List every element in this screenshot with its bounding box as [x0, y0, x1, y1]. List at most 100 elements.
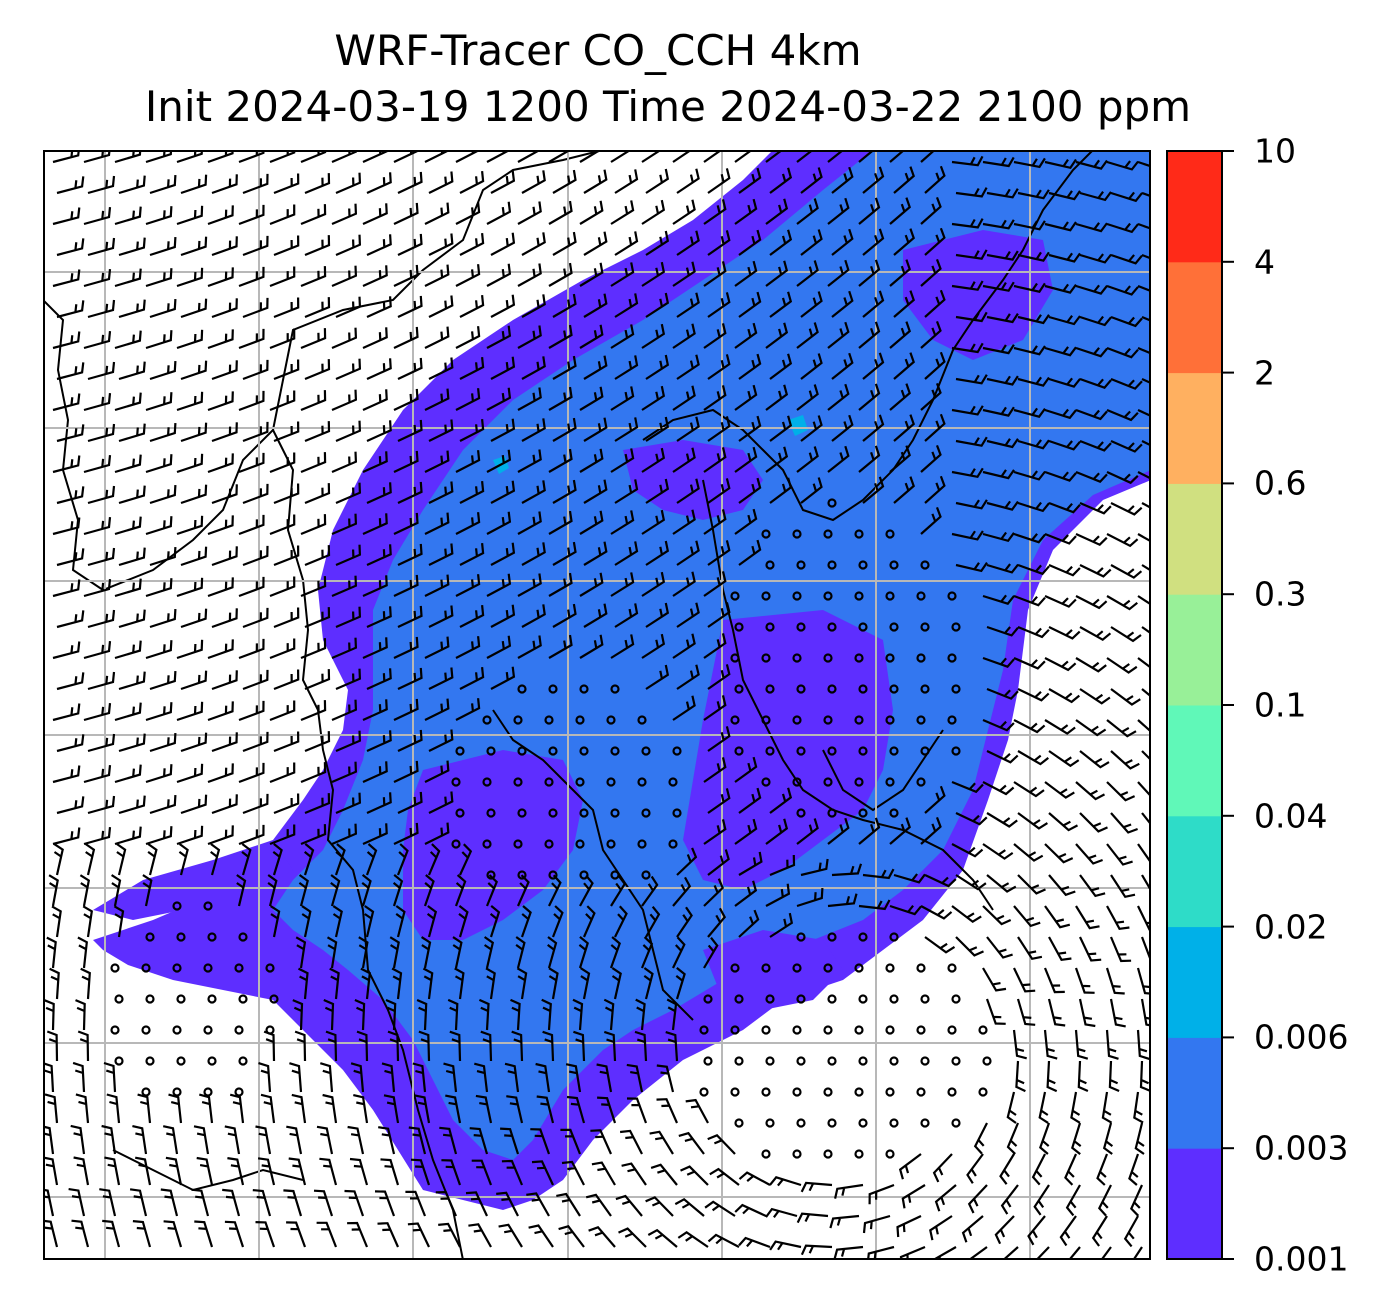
wind-barb: [951, 843, 984, 858]
wind-barb: [1101, 1091, 1113, 1124]
wind-barb: [765, 198, 789, 225]
wind-barb: [1017, 501, 1050, 513]
wind-barb: [298, 874, 309, 907]
wind-barb: [572, 998, 584, 1031]
wind-barb: [1044, 470, 1077, 482]
wind-barb: [1017, 688, 1050, 702]
wind-barb: [389, 936, 400, 969]
wind-barb: [118, 795, 146, 815]
wind-barb: [387, 1030, 400, 1062]
wind-barb: [381, 1062, 396, 1093]
calm-wind-circle: [548, 870, 558, 880]
wind-barb: [56, 672, 85, 691]
calm-wind-circle: [734, 684, 744, 694]
wind-barb: [858, 383, 881, 411]
wind-barb: [1065, 1184, 1081, 1217]
wind-barb: [920, 383, 942, 411]
wind-barb: [1075, 470, 1108, 484]
wind-barb: [707, 1233, 740, 1248]
wind-barb: [610, 386, 635, 411]
calm-wind-circle: [765, 1056, 775, 1066]
wind-barb: [734, 818, 758, 845]
calm-wind-circle: [575, 715, 585, 725]
wind-barb: [578, 936, 589, 969]
calm-wind-circle: [885, 653, 895, 663]
wind-barb: [1013, 656, 1046, 670]
calm-wind-circle: [827, 560, 837, 570]
calm-wind-circle: [792, 963, 802, 973]
wind-barb: [87, 361, 116, 381]
wind-barb: [1128, 1153, 1140, 1186]
wind-barb: [56, 362, 85, 381]
wind-barb: [180, 298, 208, 319]
wind-barb: [458, 843, 473, 876]
wind-barb: [1064, 1153, 1078, 1186]
wind-barb: [552, 355, 577, 380]
wind-barb: [304, 297, 331, 319]
wind-barb: [43, 1062, 55, 1093]
wind-barb: [1077, 1060, 1089, 1093]
wind-barb: [410, 1158, 431, 1186]
wind-barb: [56, 176, 85, 195]
wind-barb: [1044, 532, 1077, 545]
wind-barb: [269, 576, 296, 598]
wind-barb: [676, 354, 700, 380]
calm-wind-circle: [141, 1087, 151, 1097]
wind-barb: [145, 764, 173, 784]
wind-barb: [87, 423, 116, 443]
wind-barb: [552, 417, 577, 442]
wind-barb: [427, 843, 441, 876]
wind-barb: [924, 165, 946, 194]
calm-wind-circle: [637, 715, 647, 725]
wind-barb: [738, 477, 762, 504]
wind-barbs: [43, 150, 1151, 1260]
wind-barb: [83, 764, 112, 784]
wind-barb: [52, 827, 81, 846]
wind-barb: [43, 1156, 59, 1186]
wind-barb: [1137, 471, 1151, 480]
wind-barb: [1075, 159, 1108, 170]
calm-wind-circle: [455, 746, 465, 756]
wind-barb: [56, 238, 85, 257]
wind-barb: [46, 1030, 59, 1062]
wind-barb: [672, 261, 696, 287]
wind-barb: [1137, 160, 1151, 168]
tracer-pocket-1: [683, 610, 893, 890]
wind-barb: [796, 888, 824, 908]
wind-barb: [526, 1192, 550, 1217]
wind-barb: [1096, 1153, 1109, 1186]
colorbar-tick-label: 0.003: [1254, 1128, 1349, 1168]
wind-barb: [614, 603, 639, 628]
wind-barb: [366, 606, 392, 629]
wind-barb: [145, 454, 173, 474]
wind-barb: [641, 571, 666, 597]
calm-wind-circle: [517, 684, 527, 694]
wind-barb: [447, 998, 459, 1031]
wind-barb: [1048, 874, 1076, 897]
wind-barb: [270, 905, 281, 938]
wind-barb: [647, 1228, 678, 1248]
wind-barb: [591, 1161, 616, 1186]
wind-barb: [986, 687, 1019, 700]
wind-barb: [1105, 1029, 1119, 1060]
wind-barb: [428, 357, 454, 380]
wind-barb: [610, 324, 635, 349]
wind-barb: [424, 822, 450, 845]
wind-barb: [459, 356, 485, 380]
wind-barb: [252, 1189, 272, 1217]
wind-barb: [331, 575, 358, 598]
calm-wind-circle: [513, 777, 523, 787]
wind-barb: [893, 414, 915, 442]
wind-barb: [242, 297, 269, 319]
wind-barb: [145, 516, 173, 536]
wind-barb: [116, 843, 127, 876]
calm-wind-circle: [207, 932, 217, 942]
calm-wind-circle: [920, 1118, 930, 1128]
wind-barb: [304, 793, 331, 815]
wind-barb: [800, 415, 823, 442]
wind-barb: [323, 998, 335, 1031]
wind-barb: [490, 418, 516, 442]
wind-barb: [986, 313, 1019, 324]
wind-barb: [319, 1062, 334, 1093]
wind-barb: [331, 699, 358, 722]
